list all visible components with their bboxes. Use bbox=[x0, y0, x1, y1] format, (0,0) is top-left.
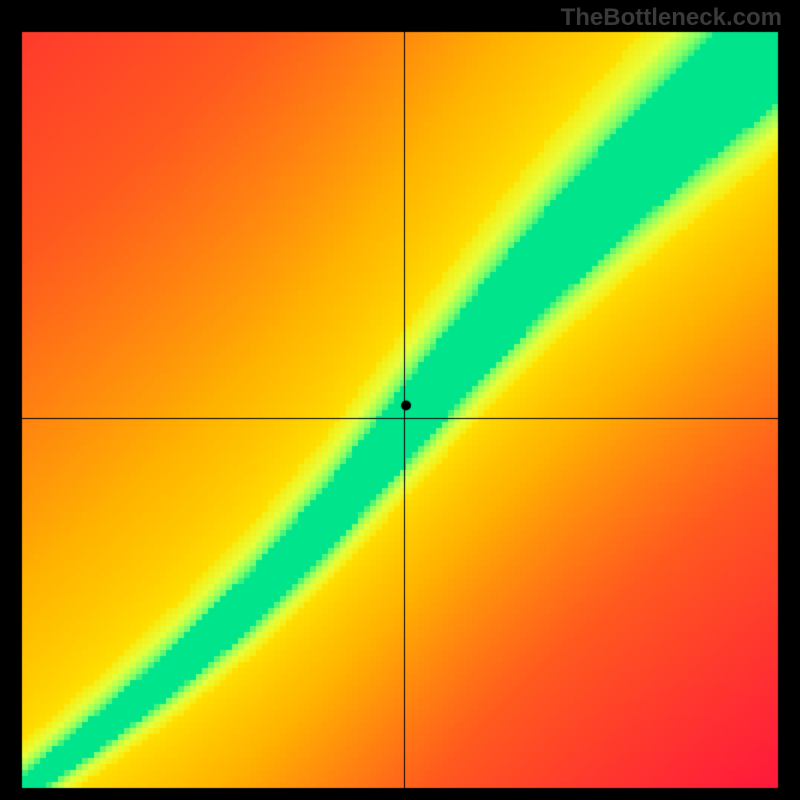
watermark-text: TheBottleneck.com bbox=[561, 4, 782, 32]
chart-container: { "source": { "watermark_text": "TheBott… bbox=[0, 0, 800, 800]
bottleneck-heatmap bbox=[0, 0, 800, 800]
